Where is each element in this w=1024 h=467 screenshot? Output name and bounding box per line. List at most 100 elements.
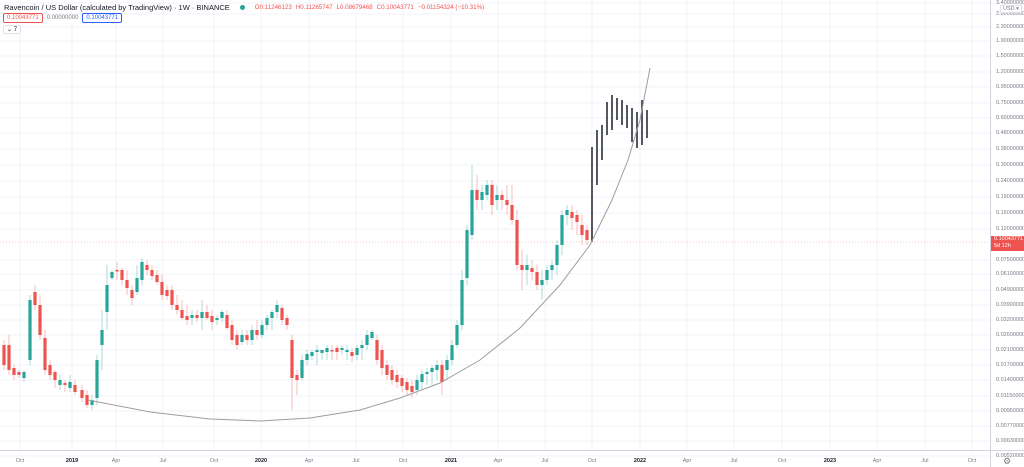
candle-up [485,185,489,195]
candle-up [28,300,32,360]
candle-down [395,375,399,382]
candle-down [175,305,179,310]
candle-down [210,316,214,322]
candle-up [415,380,419,390]
candle-up [105,285,109,312]
candle-down [225,315,229,328]
candle-down [185,316,189,320]
candle-up [560,215,564,245]
candle-up [250,330,254,340]
time-axis-label: 2022 [633,458,647,464]
price-axis-label: 0.07500000 [996,257,1024,263]
candle-up [450,345,454,360]
candle-up [22,372,26,378]
candle-up [135,278,139,292]
time-axis-label: Apr [493,458,503,464]
candle-up [550,265,554,270]
candle-down [280,308,284,320]
time-axis-label: Oct [209,458,219,464]
indicators-toggle-button[interactable]: ⌄ 7 [3,25,22,34]
time-axis-label: Oct [777,458,787,464]
parabolic-support-curve[interactable] [87,67,651,422]
candle-down [530,268,534,272]
candle-down [520,265,524,270]
price-axis-label: 0.01700000 [996,362,1024,368]
candle-up [365,335,369,345]
currency-selector[interactable]: USD ▾ [1000,5,1022,13]
sell-button[interactable]: 0.10043771 [3,13,43,23]
candle-down [165,290,169,296]
candle-down [180,310,184,318]
candle-up [325,348,329,352]
candle-down [130,290,134,298]
price-axis-label: 0.38000000 [996,146,1024,152]
candle-up [455,325,459,345]
candle-up [58,380,62,385]
candle-down [295,375,299,380]
candle-up [425,372,429,374]
candle-down [12,368,16,375]
bar-countdown: 5d 12h [994,243,1011,249]
candle-down [570,212,574,218]
close-value: C0.10043771 [376,4,414,11]
price-axis-label: 0.15000000 [996,210,1024,216]
change-value: −0.01154324 (−10.31%) [417,4,485,11]
candle-down [38,305,42,335]
candle-up [270,312,274,318]
candle-up [220,312,224,318]
candle-down [390,370,394,380]
price-axis-label: 0.12000000 [996,226,1024,232]
symbol-title[interactable]: Ravencoin / US Dollar (calculated by Tra… [4,3,230,12]
buy-button[interactable]: 0.10043771 [82,13,123,23]
candle-down [385,365,389,375]
time-axis-label: Oct [15,458,25,464]
price-axis-label: 0.75000000 [996,100,1024,106]
price-axis-label: 0.02100000 [996,347,1024,353]
candle-down [350,352,354,356]
candle-up [545,270,549,280]
candle-down [48,365,52,375]
time-axis-label: Jul [159,458,167,464]
candle-down [405,382,409,390]
candle-up [215,318,219,320]
market-status-dot-icon [239,5,245,10]
candle-down [515,220,519,265]
price-axis-label: 0.00950000 [996,408,1024,414]
candle-up [555,245,559,265]
price-axis-label: 0.00770000 [996,423,1024,429]
time-axis-label: 2019 [65,458,79,464]
candle-down [375,340,379,360]
candle-down [440,365,444,382]
candle-down [505,200,509,205]
candle-up [305,354,309,360]
candle-down [410,386,414,392]
candle-down [475,190,479,200]
time-axis-label: Jul [541,458,549,464]
chart-settings-gear-icon[interactable]: ⚙ [1003,456,1012,466]
candle-down [575,215,579,222]
candle-up [355,348,359,355]
candle-down [33,292,37,305]
candle-down [80,390,84,398]
candle-up [190,315,194,318]
price-axis-label: 0.00630000 [996,438,1024,444]
time-axis-label: 2021 [444,458,458,464]
price-axis-label: 2.80000000 [996,11,1024,17]
price-axis-label: 0.01150000 [996,393,1024,399]
time-axis-label: Apr [111,458,121,464]
candle-up [310,352,314,356]
candle-up [370,332,374,338]
candle-up [345,350,349,352]
price-axis-label: 0.04900000 [996,287,1024,293]
price-axis-label: 2.30000000 [996,24,1024,30]
price-axis-label: 0.24000000 [996,178,1024,184]
candle-down [155,275,159,282]
trade-buttons: 0.10043771 0.00000000 0.10043771 [3,13,123,23]
candle-up [95,360,99,398]
price-axis-label: 0.00520000 [996,453,1024,459]
candle-down [43,338,47,370]
candle-down [85,395,89,405]
candle-up [525,265,529,270]
time-axis-label: Apr [682,458,692,464]
